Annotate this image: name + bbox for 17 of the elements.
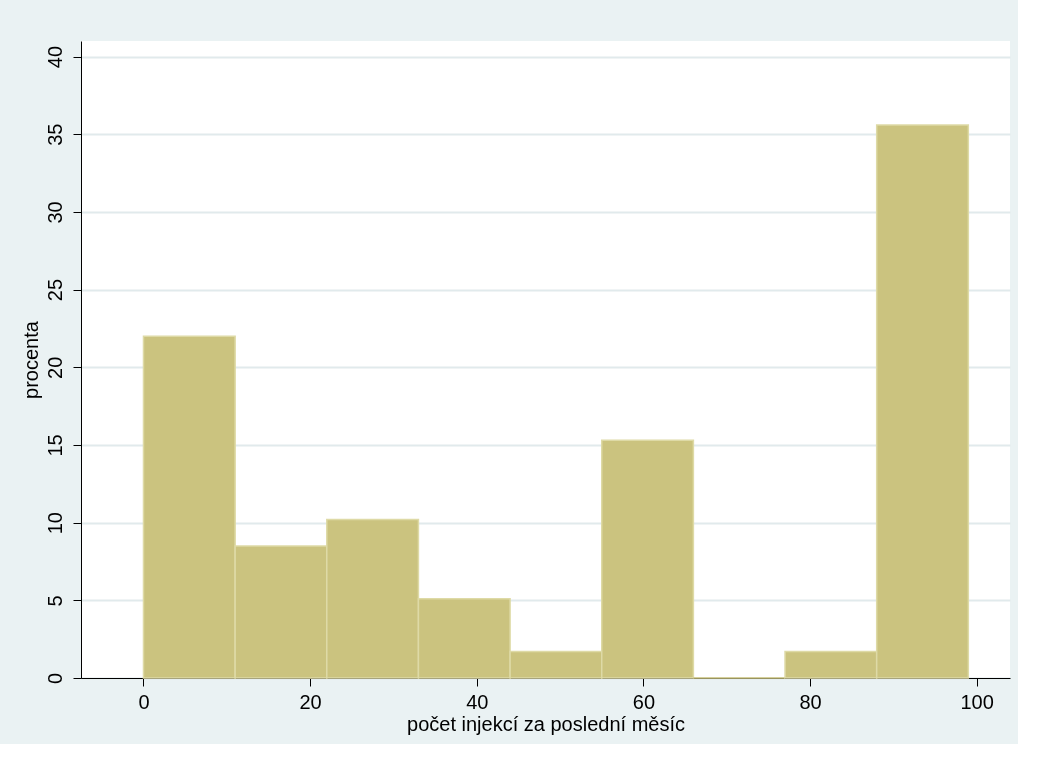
x-tick-label: 60 <box>632 690 656 713</box>
x-tick-label: 0 <box>138 690 150 713</box>
y-tick-label: 25 <box>43 278 66 302</box>
y-axis-title: procenta <box>19 320 42 399</box>
y-tick-label: 35 <box>43 123 66 146</box>
y-tick-label: 20 <box>43 356 66 379</box>
x-tick-label: 20 <box>299 690 322 713</box>
y-tick-label: 0 <box>43 672 66 685</box>
x-axis-title: počet injekcí za poslední měsíc <box>407 712 685 735</box>
y-tick-label: 40 <box>43 45 66 69</box>
x-tick-label: 80 <box>799 690 822 713</box>
y-tick-label: 15 <box>43 434 66 457</box>
y-tick-label: 10 <box>43 512 66 535</box>
y-tick-label: 30 <box>43 201 66 224</box>
y-tick-label: 5 <box>43 595 66 607</box>
x-tick-label: 100 <box>960 690 994 713</box>
x-tick-label: 40 <box>466 690 489 713</box>
